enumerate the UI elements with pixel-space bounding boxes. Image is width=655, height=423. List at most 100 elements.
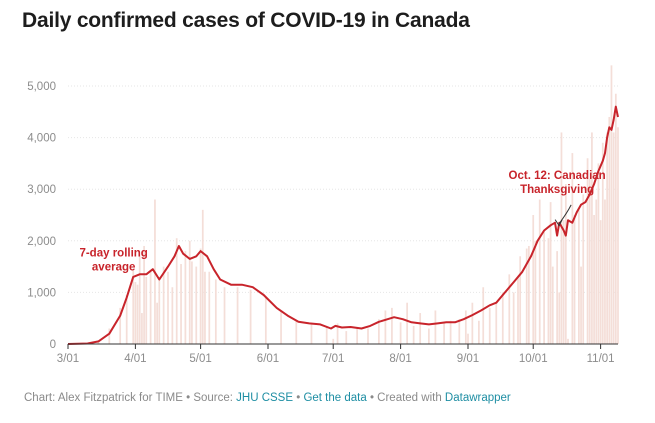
daily-cases-bar	[588, 178, 591, 344]
daily-cases-bar	[391, 307, 393, 344]
daily-cases-bar	[582, 194, 585, 344]
thanksgiving-annotation: Thanksgiving	[520, 184, 594, 196]
daily-cases-bar	[586, 158, 589, 344]
daily-cases-bar	[573, 215, 576, 344]
daily-cases-bar	[556, 251, 558, 344]
rolling-average-line	[67, 105, 619, 345]
daily-cases-bar	[467, 333, 469, 344]
separator: •	[293, 392, 304, 404]
daily-cases-bar	[171, 287, 174, 344]
daily-cases-bar	[508, 274, 511, 344]
daily-cases-bar	[336, 323, 339, 344]
daily-cases-bar	[419, 313, 422, 344]
daily-cases-bar	[534, 240, 537, 344]
daily-cases-bar	[593, 215, 595, 344]
y-tick-label: 2,000	[27, 236, 56, 248]
x-tick-label: 11/01	[587, 353, 615, 365]
daily-cases-bar	[610, 65, 613, 345]
daily-cases-bar	[591, 132, 593, 344]
daily-cases-bar	[434, 310, 437, 344]
daily-cases-bar	[223, 287, 226, 344]
daily-cases-bar	[478, 320, 480, 344]
rolling-average-path	[67, 105, 619, 345]
daily-cases-bar	[188, 240, 191, 344]
daily-cases-bar	[601, 142, 604, 344]
chart-footer: Chart: Alex Fitzpatrick for TIME • Sourc…	[24, 392, 511, 404]
daily-cases-bar	[558, 292, 561, 344]
daily-cases-bar	[141, 313, 143, 344]
x-axis	[67, 343, 618, 349]
daily-cases-bar	[264, 297, 267, 344]
daily-cases-bar	[125, 294, 128, 344]
daily-cases-bar	[97, 340, 100, 344]
y-tick-label: 3,000	[27, 184, 56, 196]
daily-cases-bar	[310, 324, 313, 344]
daily-cases-bar	[443, 323, 445, 344]
daily-cases-bar	[167, 271, 169, 344]
daily-cases-bar	[606, 132, 608, 344]
credit-text: Chart: Alex Fitzpatrick for TIME • Sourc…	[24, 392, 237, 404]
daily-cases-bar	[175, 238, 178, 344]
daily-cases-bar	[132, 269, 135, 344]
daily-cases-bar	[608, 116, 611, 345]
daily-cases-bar	[560, 132, 563, 344]
daily-cases-bar	[332, 338, 335, 344]
daily-cases-bar	[580, 266, 582, 344]
datawrapper-link[interactable]: Datawrapper	[444, 392, 511, 404]
daily-cases-bar	[547, 238, 550, 344]
x-tick-label: 6/01	[257, 353, 279, 365]
daily-cases-bar	[143, 245, 145, 344]
get-data-link[interactable]: Get the data	[303, 392, 367, 404]
annotation-arrowhead	[554, 219, 563, 227]
daily-cases-bar	[464, 310, 467, 344]
annotation-arrow	[558, 204, 572, 224]
daily-cases-bar	[495, 302, 498, 344]
x-tick-label: 5/01	[189, 353, 211, 365]
daily-cases-bar	[214, 279, 217, 344]
y-tick-label: 1,000	[27, 287, 56, 299]
daily-cases-bar	[184, 251, 187, 344]
daily-cases-bars	[86, 65, 619, 345]
annotations: 7-day rolling average Oct. 12: Canadian Tha…	[79, 170, 605, 273]
daily-cases-bar	[158, 276, 161, 344]
x-tick-label: 3/01	[57, 353, 79, 365]
x-tick-label: 9/01	[457, 353, 479, 365]
daily-cases-bar	[519, 256, 522, 344]
daily-cases-bar	[156, 302, 158, 344]
daily-cases-bar	[597, 163, 600, 344]
created-with-text: • Created with	[366, 392, 445, 404]
x-tick-label: 10/01	[519, 353, 548, 365]
x-tick-label: 7/01	[322, 353, 344, 365]
daily-cases-bar	[136, 284, 139, 344]
x-tick-label: 4/01	[124, 353, 146, 365]
y-tick-label: 0	[50, 339, 56, 351]
daily-cases-bar	[162, 266, 165, 344]
daily-cases-bar	[578, 209, 580, 344]
daily-cases-bar	[356, 327, 358, 344]
daily-cases-bar	[195, 266, 198, 344]
daily-cases-bar	[532, 215, 535, 344]
daily-cases-bar	[471, 302, 474, 344]
x-tick-label: 8/01	[389, 353, 411, 365]
daily-cases-bar	[512, 292, 515, 344]
source-link[interactable]: JHU CSSE	[236, 392, 294, 404]
daily-cases-bar	[551, 266, 554, 344]
daily-cases-bar	[595, 199, 598, 344]
daily-cases-bar	[617, 127, 619, 344]
daily-cases-bar	[325, 325, 328, 344]
y-tick-label: 4,000	[27, 133, 56, 145]
daily-cases-bar	[406, 302, 408, 344]
daily-cases-bar	[562, 220, 565, 344]
rolling-average-annotation: average	[92, 261, 135, 273]
daily-cases-bar	[571, 153, 574, 344]
y-axis-tick-labels: 0 1,000 2,000 3,000 4,000 5,000	[27, 81, 56, 351]
y-tick-label: 5,000	[27, 81, 56, 93]
daily-cases-bar	[428, 328, 430, 344]
daily-cases-bar	[599, 220, 602, 344]
daily-cases-bar	[367, 328, 369, 344]
daily-cases-bar	[149, 271, 152, 344]
daily-cases-bar	[180, 264, 182, 344]
daily-cases-bar	[384, 310, 387, 344]
daily-cases-bar	[208, 271, 211, 344]
